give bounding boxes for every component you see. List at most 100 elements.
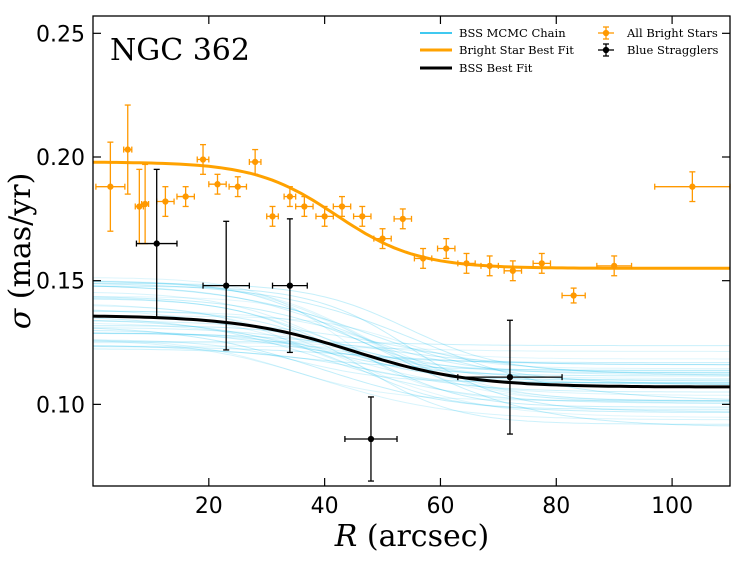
mcmc-chain-line	[93, 348, 730, 393]
bright-star-point-marker	[251, 158, 259, 166]
mcmc-chain-line	[93, 315, 730, 370]
blue-straggler-point-marker	[506, 374, 514, 381]
blue-straggler-point-marker	[286, 282, 294, 289]
bright-star-point-marker	[141, 200, 149, 208]
bright-star-point-marker	[182, 193, 189, 200]
bright-star-point	[503, 260, 523, 282]
x-tick-label: 80	[542, 494, 570, 519]
mcmc-chain-line	[93, 285, 730, 376]
bright-star-point	[315, 205, 334, 227]
legend-bright-fit-label: Bright Star Best Fit	[459, 43, 574, 57]
bright-star-point-marker	[443, 245, 450, 252]
mcmc-chain-line	[93, 341, 730, 347]
x-tick-label: 20	[195, 494, 223, 519]
bright-star-point-marker	[570, 292, 577, 299]
legend-bright-stars-label: All Bright Stars	[626, 26, 718, 40]
best-fit-curves	[93, 160, 730, 389]
mcmc-chain-line	[93, 283, 730, 400]
mcmc-chain-line	[93, 282, 730, 374]
plot-frame	[92, 15, 731, 487]
bright-star-point	[266, 205, 279, 227]
bright-star-point-marker	[611, 262, 618, 269]
bright-star-point	[480, 255, 500, 277]
bright-star-point-marker	[286, 193, 294, 200]
bright-star-point-marker	[689, 183, 696, 190]
bright-star-point-marker	[124, 146, 131, 153]
mcmc-chain-line	[93, 346, 730, 366]
mcmc-chain-line	[93, 277, 730, 402]
bright-star-point-marker	[321, 213, 328, 220]
legend-mcmc-label: BSS MCMC Chain	[459, 26, 566, 40]
bright-star-point	[140, 163, 150, 245]
bright-star-point-marker	[107, 183, 114, 190]
bright-star-point	[352, 205, 372, 227]
bright-star-point-marker	[359, 213, 366, 220]
legend-bright-stars-marker	[598, 26, 614, 40]
blue-straggler-point-marker	[223, 282, 230, 289]
bright-star-point	[654, 171, 731, 203]
mcmc-chain-line	[93, 345, 730, 352]
mcmc-chain-line	[93, 327, 730, 385]
blue-straggler-point	[457, 319, 563, 435]
bright-star-point-marker	[399, 215, 406, 222]
x-tick-label: 100	[651, 494, 693, 519]
y-tick-label: 0.25	[36, 22, 85, 47]
mcmc-chain-line	[93, 305, 730, 384]
bright-star-point	[457, 252, 476, 274]
mcmc-chain-line	[93, 310, 730, 425]
bright-star-point	[561, 287, 586, 304]
y-tick-label: 0.20	[36, 146, 85, 171]
blue-straggler-point	[271, 218, 308, 354]
bright-star-point	[532, 252, 552, 274]
bss-best-fit-line	[93, 314, 730, 389]
axes	[92, 15, 731, 487]
mcmc-chain-line	[93, 317, 730, 404]
bright-star-point	[123, 104, 133, 195]
blue-straggler-point-marker	[153, 240, 160, 247]
legend-blue-stragglers-label: Blue Stragglers	[627, 43, 719, 57]
bright-star-point	[208, 173, 227, 195]
mcmc-chain-line	[93, 285, 730, 412]
bright-star-best-fit-line	[93, 160, 730, 270]
mcmc-chain-line	[93, 285, 730, 385]
mcmc-chain-line	[93, 297, 730, 372]
bright-star-point-marker	[338, 203, 346, 210]
mcmc-chain-line	[93, 304, 730, 418]
bright-star-point-marker	[269, 213, 276, 220]
bright-star-point	[295, 195, 314, 218]
bright-star-point	[228, 176, 248, 198]
chart-title: NGC 362	[110, 33, 250, 68]
mcmc-chain-line	[93, 322, 730, 380]
bright-star-point-marker	[162, 198, 169, 205]
bright-star-point-marker	[379, 235, 386, 242]
y-tick-label: 0.15	[36, 270, 85, 295]
mcmc-chain-line	[93, 339, 730, 402]
x-axis-label: R (arcsec)	[334, 519, 490, 554]
bright-star-point	[196, 143, 210, 175]
bright-star-point-marker	[301, 203, 308, 210]
bright-star-point-marker	[538, 260, 545, 267]
bright-star-point-marker	[234, 183, 241, 190]
y-axis-unit: (mas/yr)	[3, 173, 38, 300]
bright-star-point	[596, 255, 633, 277]
legend-blue-stragglers-marker	[598, 43, 614, 57]
bright-star-point	[95, 141, 126, 232]
mcmc-chain-line	[93, 332, 730, 382]
bright-star-point	[156, 186, 175, 218]
mcmc-chain-line	[93, 296, 730, 427]
bright-star-point	[373, 228, 392, 250]
mcmc-chain-line	[93, 320, 730, 376]
x-axis-var: R	[334, 519, 358, 554]
bright-star-point-marker	[419, 255, 427, 262]
mcmc-chain-line	[93, 330, 730, 364]
tick-labels: 20 40 60 80 100 0.10 0.15 0.20 0.25	[36, 22, 693, 519]
bright-star-point-marker	[214, 181, 221, 188]
mcmc-chain-line	[93, 281, 730, 404]
mcmc-chain-line	[93, 339, 730, 383]
mcmc-chain-lines	[93, 277, 730, 427]
x-axis-unit: (arcsec)	[367, 519, 489, 554]
blue-straggler-point	[344, 396, 398, 482]
bright-star-point-marker	[199, 156, 207, 163]
bright-star-point	[176, 186, 195, 208]
